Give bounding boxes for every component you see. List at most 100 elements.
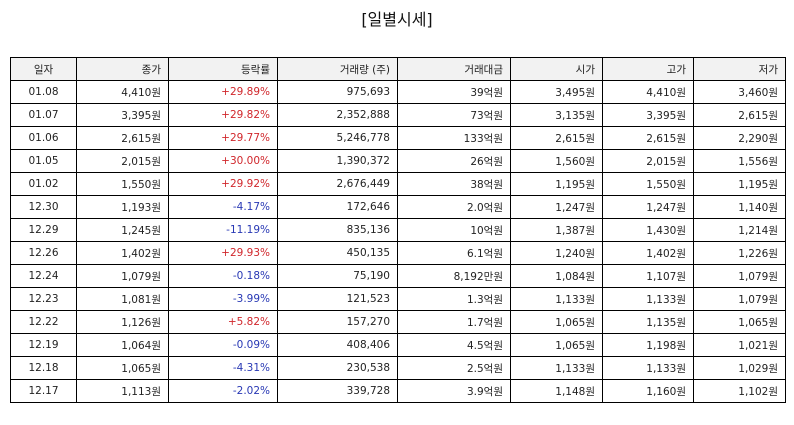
cell-low: 1,021원 [693,333,786,357]
cell-open: 1,148원 [510,379,603,403]
cell-date: 12.24 [10,264,77,288]
cell-trade-amount: 38억원 [397,172,511,196]
cell-open: 3,495원 [510,80,603,104]
cell-date: 12.26 [10,241,77,265]
cell-open: 1,560원 [510,149,603,173]
table-row: 12.22 1,126원 +5.82% 157,270 1.7억원 1,065원 1,135… [10,310,786,334]
cell-change-rate: +5.82% [168,310,278,334]
cell-open: 1,084원 [510,264,603,288]
cell-close: 1,064원 [76,333,169,357]
cell-open: 2,615원 [510,126,603,150]
table-row: 12.29 1,245원 -11.19% 835,136 10억원 1,387원 1,430… [10,218,786,242]
cell-close: 4,410원 [76,80,169,104]
cell-low: 1,029원 [693,356,786,380]
cell-date: 01.06 [10,126,77,150]
cell-close: 1,245원 [76,218,169,242]
cell-open: 1,195원 [510,172,603,196]
cell-close: 1,550원 [76,172,169,196]
cell-volume: 157,270 [277,310,398,334]
cell-close: 1,193원 [76,195,169,219]
cell-date: 12.18 [10,356,77,380]
cell-high: 1,402원 [602,241,694,265]
cell-low: 2,615원 [693,103,786,127]
cell-low: 1,140원 [693,195,786,219]
cell-high: 2,615원 [602,126,694,150]
cell-change-rate: +29.89% [168,80,278,104]
cell-date: 12.23 [10,287,77,311]
table-header-row: 일자 종가 등락률 거래량 (주) 거래대금 시가 고가 저가 [10,57,786,81]
cell-change-rate: +30.00% [168,149,278,173]
cell-volume: 75,190 [277,264,398,288]
cell-high: 1,135원 [602,310,694,334]
cell-open: 1,247원 [510,195,603,219]
cell-trade-amount: 39억원 [397,80,511,104]
cell-date: 01.02 [10,172,77,196]
cell-open: 3,135원 [510,103,603,127]
cell-volume: 339,728 [277,379,398,403]
header-high: 고가 [602,57,694,81]
cell-open: 1,387원 [510,218,603,242]
cell-volume: 1,390,372 [277,149,398,173]
cell-trade-amount: 1.3억원 [397,287,511,311]
table-row: 12.17 1,113원 -2.02% 339,728 3.9억원 1,148원 1,160… [10,379,786,403]
cell-volume: 975,693 [277,80,398,104]
cell-low: 1,226원 [693,241,786,265]
cell-high: 1,198원 [602,333,694,357]
cell-open: 1,133원 [510,287,603,311]
cell-date: 12.17 [10,379,77,403]
cell-change-rate: -4.17% [168,195,278,219]
cell-change-rate: -4.31% [168,356,278,380]
cell-change-rate: +29.93% [168,241,278,265]
table-body: 01.08 4,410원 +29.89% 975,693 39억원 3,495원 4,410… [10,80,786,403]
cell-volume: 2,352,888 [277,103,398,127]
cell-trade-amount: 1.7억원 [397,310,511,334]
cell-open: 1,065원 [510,333,603,357]
cell-trade-amount: 2.5억원 [397,356,511,380]
cell-volume: 408,406 [277,333,398,357]
header-low: 저가 [693,57,786,81]
cell-close: 1,113원 [76,379,169,403]
cell-low: 1,079원 [693,264,786,288]
cell-close: 1,079원 [76,264,169,288]
cell-low: 3,460원 [693,80,786,104]
cell-change-rate: -0.18% [168,264,278,288]
cell-low: 1,079원 [693,287,786,311]
table-row: 12.19 1,064원 -0.09% 408,406 4.5억원 1,065원 1,198… [10,333,786,357]
header-volume: 거래량 (주) [277,57,398,81]
cell-trade-amount: 2.0억원 [397,195,511,219]
cell-high: 1,247원 [602,195,694,219]
cell-trade-amount: 73억원 [397,103,511,127]
cell-volume: 2,676,449 [277,172,398,196]
cell-trade-amount: 3.9억원 [397,379,511,403]
cell-high: 1,160원 [602,379,694,403]
cell-date: 01.08 [10,80,77,104]
cell-trade-amount: 26억원 [397,149,511,173]
cell-high: 3,395원 [602,103,694,127]
daily-price-table: 일자 종가 등락률 거래량 (주) 거래대금 시가 고가 저가 01.08 4,4… [10,57,786,403]
cell-low: 2,290원 [693,126,786,150]
cell-open: 1,065원 [510,310,603,334]
cell-low: 1,102원 [693,379,786,403]
cell-low: 1,065원 [693,310,786,334]
table-row: 01.05 2,015원 +30.00% 1,390,372 26억원 1,560원 2,0… [10,149,786,173]
cell-trade-amount: 8,192만원 [397,264,511,288]
cell-high: 2,015원 [602,149,694,173]
cell-low: 1,214원 [693,218,786,242]
cell-volume: 5,246,778 [277,126,398,150]
cell-trade-amount: 6.1억원 [397,241,511,265]
cell-change-rate: -0.09% [168,333,278,357]
cell-low: 1,195원 [693,172,786,196]
header-trade-amount: 거래대금 [397,57,511,81]
cell-date: 01.07 [10,103,77,127]
cell-trade-amount: 133억원 [397,126,511,150]
cell-change-rate: -2.02% [168,379,278,403]
table-row: 12.23 1,081원 -3.99% 121,523 1.3억원 1,133원 1,133… [10,287,786,311]
cell-change-rate: -11.19% [168,218,278,242]
cell-volume: 450,135 [277,241,398,265]
header-close: 종가 [76,57,169,81]
cell-volume: 230,538 [277,356,398,380]
header-change-rate: 등락률 [168,57,278,81]
cell-high: 1,133원 [602,287,694,311]
cell-volume: 121,523 [277,287,398,311]
table-row: 01.08 4,410원 +29.89% 975,693 39억원 3,495원 4,410… [10,80,786,104]
